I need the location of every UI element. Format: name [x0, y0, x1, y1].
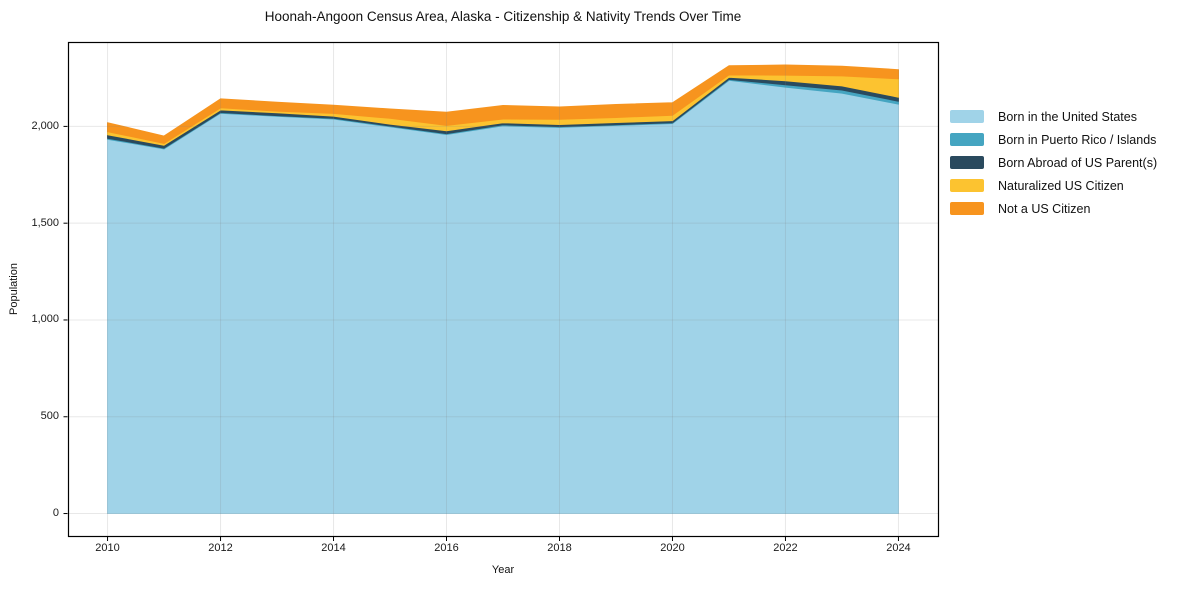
y-tick-label: 1,000: [31, 313, 59, 326]
legend-swatch: [950, 179, 984, 192]
legend-label: Born in the United States: [998, 109, 1137, 124]
legend-item-3: Naturalized US Citizen: [950, 174, 1157, 197]
area-series-4: [107, 64, 899, 144]
legend-label: Not a US Citizen: [998, 201, 1091, 216]
x-tick-label: 2012: [208, 542, 233, 554]
axes-box: [67, 41, 940, 538]
legend-label: Born in Puerto Rico / Islands: [998, 132, 1157, 147]
x-tick-label: 2014: [321, 542, 346, 554]
legend-item-2: Born Abroad of US Parent(s): [950, 151, 1157, 174]
legend-item-0: Born in the United States: [950, 105, 1157, 128]
legend-label: Naturalized US Citizen: [998, 178, 1124, 193]
x-tick-label: 2022: [773, 542, 798, 554]
chart-title: Hoonah-Angoon Census Area, Alaska - Citi…: [264, 9, 742, 24]
y-tick-label: 0: [52, 507, 59, 520]
legend-swatch: [950, 202, 984, 215]
y-tick-label: 500: [40, 410, 59, 423]
legend-item-4: Not a US Citizen: [950, 197, 1157, 220]
x-tick-label: 2024: [886, 542, 911, 554]
legend-swatch: [950, 110, 984, 123]
legend-label: Born Abroad of US Parent(s): [998, 155, 1158, 170]
y-axis-label: Population: [8, 263, 20, 315]
x-tick-label: 2018: [547, 542, 572, 554]
x-tick-label: 2020: [660, 542, 685, 554]
area-series-0: [107, 79, 899, 514]
x-axis-label: Year: [491, 564, 515, 576]
x-tick-label: 2010: [95, 542, 120, 554]
x-tick-label: 2016: [434, 542, 459, 554]
legend-item-1: Born in Puerto Rico / Islands: [950, 128, 1157, 151]
y-tick-label: 1,500: [31, 216, 59, 229]
y-tick-label: 2,000: [31, 119, 59, 132]
legend-swatch: [950, 156, 984, 169]
legend: Born in the United States Born in Puerto …: [950, 105, 1157, 220]
legend-swatch: [950, 133, 984, 146]
